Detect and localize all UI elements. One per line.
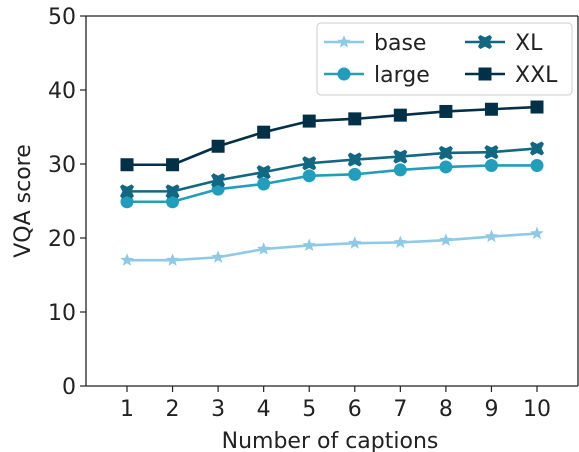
data-point-xl bbox=[165, 184, 180, 199]
x-tick-label: 7 bbox=[393, 397, 407, 422]
data-point-large bbox=[530, 158, 544, 172]
series-line-xxl bbox=[127, 105, 538, 167]
y-tick-label: 40 bbox=[48, 79, 76, 104]
data-point-base bbox=[484, 229, 499, 243]
legend: base large XL XXL bbox=[316, 22, 573, 96]
data-point-base bbox=[120, 253, 134, 266]
y-tick-label: 20 bbox=[48, 227, 76, 252]
data-point-large bbox=[120, 195, 134, 209]
data-point-large bbox=[484, 158, 498, 172]
series-base bbox=[120, 226, 544, 266]
x-tick-label: 5 bbox=[302, 397, 316, 422]
y-tick-label: 30 bbox=[48, 153, 76, 178]
series-large bbox=[120, 158, 544, 209]
data-point-xxl bbox=[439, 104, 453, 118]
data-point-xxl bbox=[120, 158, 134, 172]
axes: 0 10 20 30 40 50 1 2 3 4 5 6 7 8 9 10 bbox=[48, 5, 579, 422]
series-line-large bbox=[127, 164, 537, 204]
x-tick-label: 3 bbox=[211, 397, 225, 422]
data-point-base bbox=[211, 250, 225, 263]
legend-marker-xl bbox=[478, 35, 492, 49]
data-point-xxl bbox=[302, 114, 316, 128]
data-point-base bbox=[302, 238, 316, 252]
data-point-base bbox=[439, 233, 453, 246]
data-point-large bbox=[393, 163, 407, 177]
legend-marker-xxl bbox=[478, 67, 492, 81]
data-point-xxl bbox=[348, 112, 362, 126]
data-point-large bbox=[302, 169, 316, 183]
legend-label-xxl: XXL bbox=[515, 63, 558, 88]
legend-item-xxl: XXL bbox=[465, 63, 558, 88]
data-point-xxl bbox=[166, 158, 180, 172]
legend-marker-base bbox=[337, 35, 351, 48]
data-point-xxl bbox=[530, 100, 544, 114]
data-point-large bbox=[439, 160, 453, 174]
legend-item-base: base bbox=[324, 31, 426, 56]
data-point-xl bbox=[256, 165, 271, 180]
x-axis-label: Number of captions bbox=[222, 429, 439, 452]
series-layer bbox=[120, 100, 544, 266]
y-axis-label: VQA score bbox=[11, 144, 36, 258]
series-line-base bbox=[127, 232, 538, 262]
data-point-xxl bbox=[484, 102, 498, 116]
x-tick-label: 10 bbox=[523, 397, 551, 422]
x-tick-label: 8 bbox=[439, 397, 453, 422]
legend-box bbox=[316, 22, 573, 96]
x-tick-label: 6 bbox=[348, 397, 362, 422]
y-tick-label: 10 bbox=[48, 301, 76, 326]
legend-label-base: base bbox=[374, 31, 426, 56]
x-tick-label: 1 bbox=[120, 397, 134, 422]
data-point-base bbox=[393, 235, 407, 249]
data-point-xl bbox=[302, 156, 317, 171]
data-point-base bbox=[348, 236, 362, 249]
data-point-xl bbox=[484, 145, 499, 160]
series-line-xl bbox=[127, 147, 538, 193]
data-point-base bbox=[257, 242, 271, 255]
legend-item-large: large bbox=[324, 63, 430, 88]
data-point-large bbox=[166, 195, 180, 209]
data-point-xxl bbox=[393, 108, 407, 122]
legend-item-xl: XL bbox=[465, 31, 543, 56]
data-point-xxl bbox=[211, 139, 225, 153]
data-point-xl bbox=[438, 145, 453, 160]
y-tick-label: 0 bbox=[62, 375, 76, 400]
legend-label-large: large bbox=[374, 63, 430, 88]
data-point-base bbox=[530, 226, 544, 240]
series-xxl bbox=[120, 100, 544, 172]
legend-marker-large bbox=[337, 67, 351, 81]
data-point-xl bbox=[393, 149, 408, 164]
legend-label-xl: XL bbox=[515, 31, 543, 56]
data-point-xxl bbox=[257, 125, 271, 139]
data-point-xl bbox=[211, 173, 226, 188]
data-point-xl bbox=[347, 152, 362, 167]
data-point-xl bbox=[120, 184, 134, 199]
data-point-large bbox=[348, 167, 362, 181]
data-point-base bbox=[165, 253, 180, 266]
data-point-large bbox=[257, 177, 271, 191]
series-xl bbox=[120, 141, 544, 199]
x-tick-label: 2 bbox=[166, 397, 180, 422]
x-tick-label: 9 bbox=[484, 397, 498, 422]
data-point-xl bbox=[530, 141, 544, 156]
x-tick-label: 4 bbox=[257, 397, 271, 422]
y-tick-label: 50 bbox=[48, 5, 76, 30]
